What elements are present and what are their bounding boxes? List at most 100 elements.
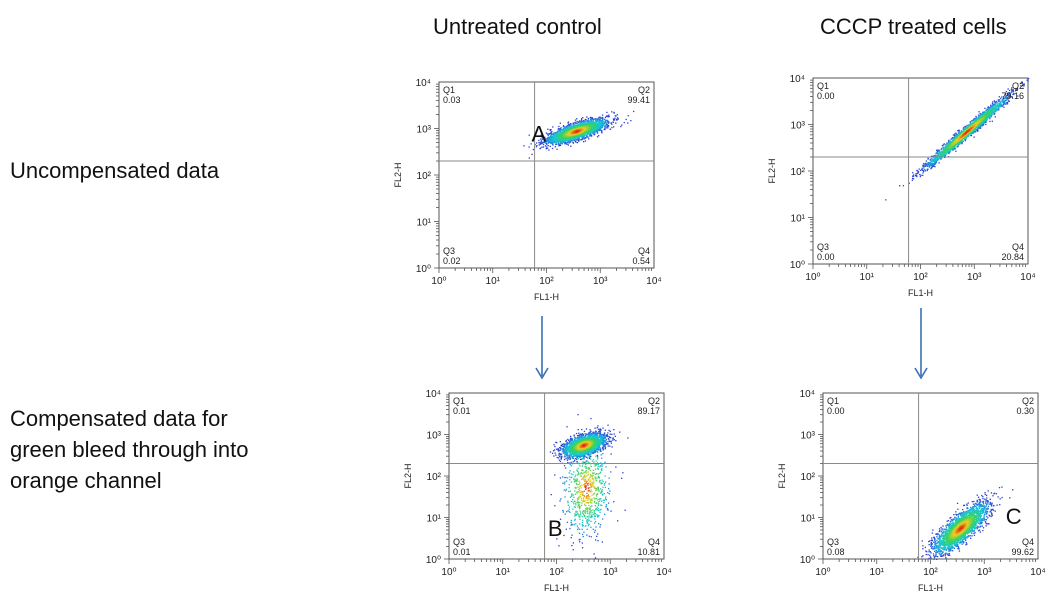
data-point	[935, 149, 938, 151]
data-point	[1002, 100, 1004, 103]
data-point	[583, 135, 585, 137]
data-point	[969, 121, 971, 123]
data-point	[1012, 89, 1014, 92]
data-point	[931, 166, 933, 168]
data-point	[576, 137, 579, 140]
data-point	[551, 138, 553, 140]
data-point	[1008, 92, 1010, 94]
data-point	[998, 104, 1001, 106]
data-point	[532, 148, 534, 151]
data-point	[998, 105, 1000, 107]
data-point	[974, 117, 976, 120]
data-point	[988, 106, 991, 109]
data-point	[588, 121, 590, 124]
data-point	[601, 117, 603, 119]
data-point	[1003, 102, 1005, 105]
data-point	[565, 139, 567, 141]
data-point	[532, 140, 534, 142]
data-point	[923, 164, 925, 166]
data-point	[1004, 99, 1006, 101]
data-point	[568, 125, 570, 127]
data-point	[552, 126, 554, 128]
data-point	[567, 136, 569, 139]
data-point	[938, 150, 940, 152]
data-point	[555, 133, 558, 135]
data-point	[593, 128, 595, 131]
data-point	[551, 131, 553, 133]
data-point	[607, 127, 609, 129]
data-point	[929, 164, 931, 166]
data-point	[606, 125, 608, 127]
column-title-cccp: CCCP treated cells	[820, 14, 1007, 39]
data-point	[987, 107, 989, 110]
data-point	[569, 140, 571, 142]
data-point	[583, 132, 585, 134]
data-point	[549, 132, 551, 135]
data-point	[958, 131, 960, 133]
data-point	[606, 124, 608, 126]
data-point	[591, 135, 593, 137]
data-point	[956, 141, 958, 143]
data-point	[991, 120, 993, 122]
data-point	[545, 138, 547, 140]
data-point	[586, 122, 589, 124]
data-point	[935, 152, 937, 154]
data-point	[546, 143, 548, 146]
data-point	[944, 144, 946, 146]
data-point	[984, 115, 986, 117]
data-point	[538, 144, 540, 146]
data-point	[990, 116, 992, 118]
data-point	[977, 127, 979, 129]
data-point	[1003, 106, 1005, 108]
data-point	[559, 122, 561, 124]
data-point	[564, 142, 566, 144]
data-point	[595, 126, 598, 128]
data-point	[970, 120, 973, 122]
data-point	[956, 134, 958, 137]
column-title-untreated: Untreated control	[433, 14, 602, 39]
data-point	[998, 103, 1001, 105]
row-label-line: green bleed through into	[10, 437, 249, 462]
data-point	[922, 169, 924, 171]
data-point	[942, 144, 945, 146]
data-point	[550, 132, 552, 135]
data-point	[1008, 93, 1011, 95]
data-point	[912, 175, 914, 177]
data-point	[567, 128, 569, 130]
data-point	[599, 120, 601, 122]
data-point	[995, 102, 997, 104]
data-point	[945, 146, 948, 148]
data-point	[919, 173, 921, 176]
data-point	[925, 160, 927, 162]
data-point	[930, 159, 932, 161]
data-point	[956, 146, 958, 148]
data-point	[957, 145, 959, 147]
data-point	[556, 137, 558, 139]
data-point	[979, 119, 981, 121]
data-point	[599, 125, 601, 127]
data-point	[954, 134, 956, 137]
data-point	[977, 120, 980, 123]
data-point	[953, 146, 955, 148]
data-point	[912, 177, 914, 179]
data-point	[916, 172, 918, 175]
data-point	[992, 101, 994, 103]
data-point	[1002, 105, 1004, 107]
data-point	[552, 141, 554, 143]
data-point	[971, 130, 973, 132]
data-point	[1008, 95, 1010, 97]
data-point	[1012, 91, 1014, 93]
data-point	[984, 121, 986, 123]
data-point	[965, 125, 967, 127]
data-point	[916, 169, 918, 172]
data-point	[546, 138, 549, 140]
data-point	[588, 130, 591, 133]
data-point	[954, 141, 956, 143]
data-point	[589, 123, 591, 126]
data-point	[979, 117, 981, 119]
data-point	[559, 133, 561, 135]
data-point	[957, 145, 959, 148]
data-point	[596, 132, 599, 134]
data-point	[990, 115, 992, 117]
data-point	[978, 122, 980, 125]
